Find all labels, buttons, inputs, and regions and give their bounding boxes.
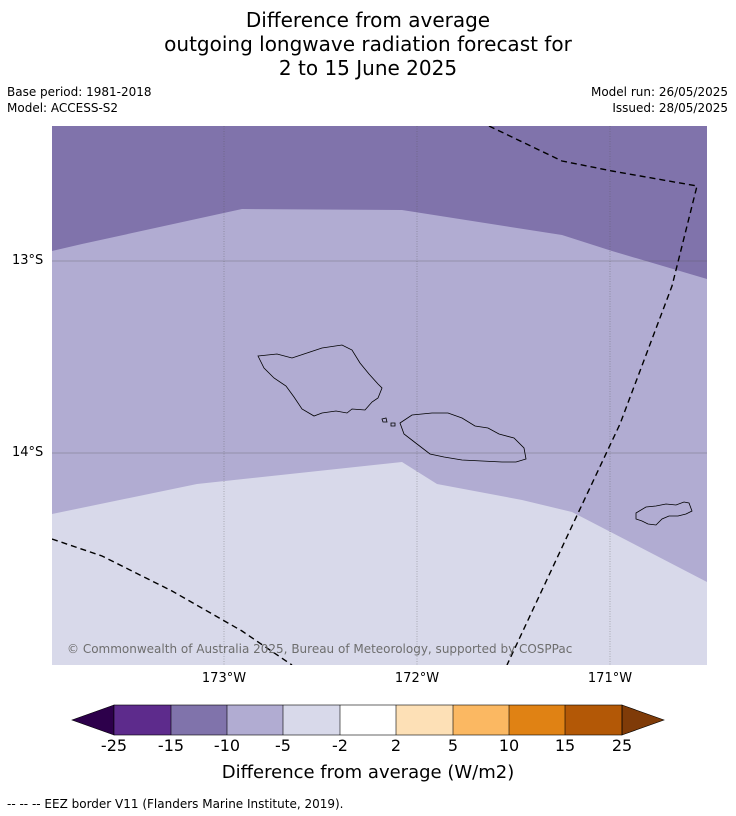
lon-label-172w: 172°W — [394, 671, 440, 686]
region-light-purple — [52, 462, 707, 665]
colorbar-tick: 10 — [498, 736, 520, 755]
colorbar-tick: -2 — [332, 736, 348, 755]
lon-label-171w: 171°W — [587, 671, 633, 686]
title-line-1: Difference from average — [245, 8, 491, 32]
colorbar-segment-3 — [227, 705, 283, 735]
island-tutuila — [635, 501, 693, 526]
island-savaii — [257, 344, 383, 417]
colorbar-segment-1 — [114, 705, 171, 735]
title-line-2: outgoing longwave radiation forecast for — [164, 32, 572, 56]
title-line-3: 2 to 15 June 2025 — [278, 56, 458, 80]
colorbar-segment-6 — [396, 705, 453, 735]
colorbar-segment-4 — [283, 705, 340, 735]
colorbar-segment-8 — [509, 705, 565, 735]
lat-label-13s: 13°S — [12, 253, 44, 268]
colorbar-tick: 2 — [390, 736, 402, 755]
colorbar-under-arrow — [71, 704, 115, 736]
colorbar-over-arrow — [621, 704, 665, 736]
eez-border-north — [488, 126, 698, 665]
meta-left: Base period: 1981-2018 Model: ACCESS-S2 — [7, 84, 152, 116]
lat-label-14s: 14°S — [12, 445, 44, 460]
map-area — [52, 126, 707, 665]
colorbar-tick: 25 — [611, 736, 633, 755]
colorbar-tick: -5 — [275, 736, 291, 755]
map-title: Difference from average outgoing longwav… — [0, 8, 736, 80]
colorbar-segment-7 — [453, 705, 509, 735]
copyright-notice: © Commonwealth of Australia 2025, Bureau… — [67, 642, 573, 656]
issued-date: Issued: 28/05/2025 — [612, 101, 728, 115]
colorbar-tick: -15 — [157, 736, 185, 755]
colorbar-tick: -10 — [213, 736, 241, 755]
eez-border-southwest — [52, 538, 293, 665]
colorbar-label: Difference from average (W/m2) — [221, 762, 515, 783]
colorbar-tick: 15 — [554, 736, 576, 755]
island-upolu — [399, 412, 527, 463]
colorbar-segment-2 — [171, 705, 227, 735]
base-period: Base period: 1981-2018 — [7, 85, 152, 99]
island-apolima — [390, 422, 396, 427]
colorbar-segment-9 — [565, 705, 622, 735]
lon-label-173w: 173°W — [201, 671, 247, 686]
colorbar-outline — [113, 704, 623, 736]
eez-footnote: -- -- -- EEZ border V11 (Flanders Marine… — [7, 797, 344, 811]
colorbar-tick: 5 — [447, 736, 459, 755]
islands — [257, 344, 693, 526]
eez-borders — [52, 126, 698, 665]
colorbar-tick: -25 — [100, 736, 128, 755]
gridlines — [52, 126, 707, 665]
colorbar — [71, 704, 665, 736]
model-name: Model: ACCESS-S2 — [7, 101, 119, 115]
model-run: Model run: 26/05/2025 — [590, 85, 728, 99]
colorbar-segment-5 — [340, 705, 396, 735]
island-manono — [381, 417, 388, 423]
meta-right: Model run: 26/05/2025 Issued: 28/05/2025 — [591, 84, 728, 116]
